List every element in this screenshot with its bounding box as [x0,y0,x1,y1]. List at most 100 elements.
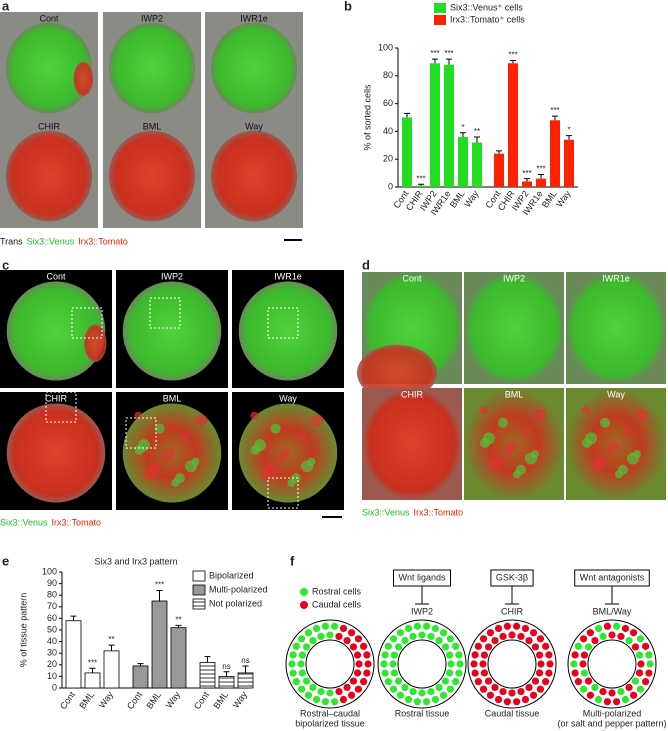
channel-label: Six3::Venus [0,517,48,527]
panel-label: f [290,553,295,568]
cell-dot [312,624,321,633]
y-tick-label: 80 [383,70,393,80]
cell-dot [599,687,607,696]
micrograph-speck [311,414,324,427]
cell-dot [608,689,616,697]
error-bar [137,663,144,666]
cell-dot [355,660,363,668]
tissue-caption: Rostral tissue [395,708,450,718]
legend-label: Not polarized [209,598,262,608]
micrograph-speck [522,426,530,435]
cell-dot [479,660,487,668]
cell-dot [612,698,621,706]
cell-dot [517,687,525,696]
cell-dot [422,698,431,706]
cell-dot [409,632,417,641]
micrograph-signal [6,281,106,381]
bar [151,600,168,689]
panel-label: b [344,0,352,13]
legend-label: Six3::Venus⁺ cells [450,2,523,12]
tissue-lumen [397,639,447,689]
micrograph-speck [627,452,639,465]
roi-box [267,307,299,339]
cell-dot [642,678,650,686]
micrograph-signal [238,281,338,381]
cell-dot [409,687,417,696]
inhibition-arrow [605,586,619,605]
cell-dot [401,636,409,645]
cell-dot [302,643,311,651]
cell-dot [574,678,582,686]
y-axis-label: % of sorted cells [362,84,372,151]
condition-label: CHIR [38,121,60,131]
legend-label: Irx3::Tomato⁺ cells [450,14,525,24]
cell-dot [389,660,397,668]
cell-dot [343,636,351,645]
cell-dot [360,678,368,686]
condition-label: IWP2 [161,271,183,281]
cell-dot [508,631,516,639]
cell-dot [603,698,612,706]
y-tick-label: 0 [388,181,393,191]
roi-box [71,307,103,339]
cell-dot [298,651,307,659]
bar [218,676,235,689]
micrograph-signal [362,388,462,500]
y-tick-label: 90 [47,578,57,588]
panel-label: a [2,0,10,13]
cell-dot [441,643,450,651]
x-tick-label: BML [144,690,163,711]
cell-dot [335,687,343,696]
significance: *** [550,106,559,115]
cell-dot [525,636,533,645]
cell-dot [445,669,454,677]
cell-dot [484,677,493,685]
micrograph-speck [582,437,592,448]
significance: * [461,123,464,132]
micrograph-speck [636,408,648,421]
cell-dot [584,643,593,651]
bar [522,181,532,187]
cell-dot [579,635,588,643]
roi-box [45,391,77,423]
error-bar [418,183,424,186]
cell-dot [529,629,538,637]
cell-dot [574,642,582,650]
cell-dot [297,685,306,693]
cell-dot [580,651,589,659]
significance: ** [108,635,114,644]
channel-label: Six3::Venus [362,507,410,517]
cell-dot [636,685,645,693]
cell-dot [339,624,348,633]
cell-dot [645,669,653,677]
micrograph-speck [277,454,286,463]
cell-dot [289,651,297,659]
channel-label: Irx3::Tomato [78,236,128,246]
y-tick-label: 100 [42,566,57,576]
x-tick-label: BML [448,189,467,210]
cell-dot [439,691,448,699]
cell-dot [317,687,325,696]
micrograph-signal [357,344,437,401]
bar [564,139,574,187]
cell-dot [396,691,405,699]
cell-dot [445,651,454,659]
y-tick-label: 40 [47,636,57,646]
bar [237,672,254,689]
cell-dot [631,643,640,651]
cell-dot [309,683,317,692]
cell-dot [542,642,550,650]
channel-label: Trans [0,236,23,246]
cell-dot [349,677,358,685]
tissue-caption: Caudal tissue [485,708,540,718]
micrograph-speck [250,411,259,420]
treatment-label: IWP2 [411,606,433,616]
cell-dot [570,660,578,668]
cell-dot [603,622,612,630]
cell-dot [396,629,405,637]
cell-dot [289,669,297,677]
channel-label: Six3::Venus [27,236,75,246]
cell-dot [394,677,403,685]
cell-dot [343,683,351,692]
